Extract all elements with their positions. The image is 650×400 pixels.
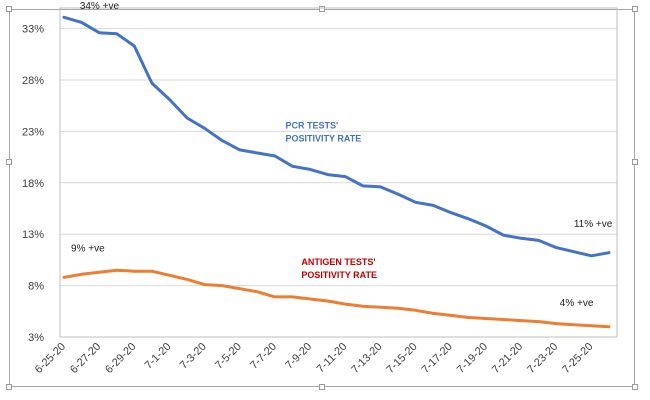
x-tick-label: 7-17-20	[420, 341, 455, 376]
data-annotation: 11% +ve	[574, 219, 613, 230]
resize-handle-bottom-middle[interactable]	[319, 384, 325, 390]
y-tick-label: 33%	[22, 24, 44, 36]
y-tick-label: 28%	[22, 75, 44, 87]
plot-area-border	[59, 7, 618, 338]
pcr-series-line	[62, 15, 611, 258]
x-tick-label: 7-21-20	[490, 341, 525, 376]
x-tick-label: 7-1-20	[143, 341, 174, 372]
x-tick-label: 7-9-20	[283, 341, 314, 372]
y-tick-label: 3%	[28, 332, 44, 344]
antigen-series-line	[62, 268, 611, 329]
antigen-series-label: POSITIVITY RATE	[301, 270, 377, 280]
data-annotation: 9% +ve	[71, 244, 105, 255]
x-tick-label: 7-19-20	[455, 341, 490, 376]
y-tick-label: 8%	[28, 281, 44, 293]
resize-handle-top-right[interactable]	[632, 6, 638, 12]
data-annotation: 4% +ve	[560, 298, 594, 309]
y-tick-label: 18%	[22, 178, 44, 190]
x-tick-label: 7-23-20	[525, 341, 560, 376]
resize-handle-top-middle[interactable]	[319, 6, 325, 12]
resize-handle-middle-right[interactable]	[632, 159, 638, 165]
y-tick-label: 13%	[22, 229, 44, 241]
x-tick-label: 7-11-20	[315, 341, 350, 376]
x-tick-label: 7-3-20	[178, 341, 209, 372]
x-tick-label: 7-15-20	[384, 341, 419, 376]
x-tick-label: 7-5-20	[213, 341, 244, 372]
x-tick-label: 6-25-20	[33, 341, 68, 376]
pcr-series-label: POSITIVITY RATE	[286, 133, 362, 143]
resize-handle-bottom-right[interactable]	[632, 384, 638, 390]
antigen-series-label: ANTIGEN TESTS'	[301, 257, 375, 267]
x-tick-label: 6-29-20	[103, 341, 138, 376]
x-tick-label: 7-13-20	[349, 341, 384, 376]
resize-handle-middle-left[interactable]	[6, 159, 12, 165]
x-tick-label: 6-27-20	[68, 341, 103, 376]
x-tick-label: 7-25-20	[560, 341, 595, 376]
data-annotation: 34% +ve	[80, 1, 120, 12]
pcr-series-label: PCR TESTS'	[286, 120, 339, 130]
y-tick-label: 23%	[22, 126, 44, 138]
x-tick-label: 7-7-20	[248, 341, 279, 372]
resize-handle-bottom-left[interactable]	[6, 384, 12, 390]
resize-handle-top-left[interactable]	[6, 6, 12, 12]
